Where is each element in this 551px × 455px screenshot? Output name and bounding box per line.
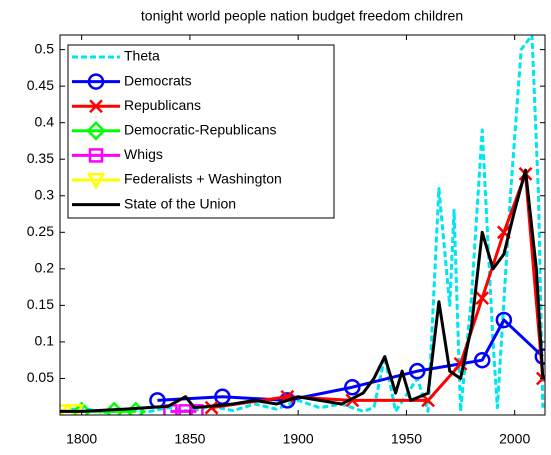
y-tick-label: 0.3 bbox=[35, 186, 55, 202]
series-line bbox=[157, 318, 544, 402]
marker bbox=[473, 351, 491, 369]
legend-label: Federalists + Washington bbox=[124, 171, 282, 187]
axes-frame bbox=[59, 34, 546, 416]
marker bbox=[279, 392, 296, 409]
legend-label: Republicans bbox=[124, 97, 201, 113]
plot-area bbox=[60, 35, 545, 415]
marker bbox=[344, 378, 361, 396]
legend: Theta Democrats Republicans Democratic-Repu… bbox=[67, 44, 335, 219]
x-tick-label: 2000 bbox=[499, 431, 530, 447]
legend-label: State of the Union bbox=[124, 195, 236, 211]
marker bbox=[87, 73, 105, 90]
y-tick-label: 0.4 bbox=[35, 113, 55, 129]
y-tick-label: 0.5 bbox=[35, 40, 55, 56]
marker bbox=[71, 401, 92, 415]
y-tick-label: 0.2 bbox=[35, 260, 55, 276]
series-line bbox=[60, 168, 545, 413]
marker bbox=[409, 362, 426, 380]
marker bbox=[86, 121, 106, 141]
marker bbox=[88, 148, 104, 163]
legend-label: Democratic-Republicans bbox=[124, 122, 277, 138]
x-tick-label: 1950 bbox=[391, 431, 422, 447]
y-tick-label: 0.45 bbox=[27, 77, 54, 93]
marker bbox=[86, 172, 106, 190]
marker bbox=[204, 400, 219, 415]
legend-label: Democrats bbox=[124, 72, 192, 88]
y-tick-label: 0.25 bbox=[27, 223, 54, 239]
marker bbox=[495, 311, 513, 329]
x-tick-label: 1900 bbox=[283, 431, 314, 447]
legend-label: Theta bbox=[124, 48, 160, 64]
marker bbox=[89, 99, 103, 114]
x-tick-label: 1800 bbox=[66, 431, 97, 447]
x-tick-label: 1850 bbox=[174, 431, 205, 447]
y-tick-label: 0.15 bbox=[27, 296, 54, 312]
y-tick-label: 0.05 bbox=[27, 369, 54, 385]
y-tick-label: 0.1 bbox=[35, 333, 55, 349]
legend-label: Whigs bbox=[124, 146, 163, 162]
y-tick-label: 0.35 bbox=[27, 150, 54, 166]
marker bbox=[475, 291, 490, 305]
chart-title: tonight world people nation budget freed… bbox=[141, 8, 463, 24]
